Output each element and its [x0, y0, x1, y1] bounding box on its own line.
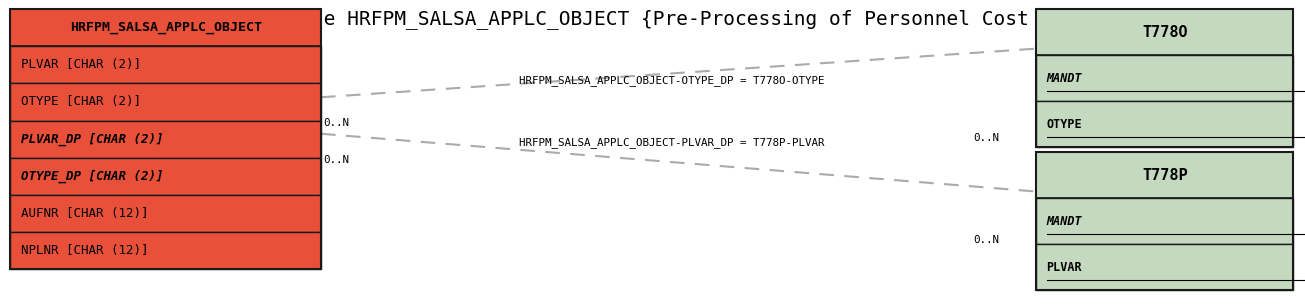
- Bar: [10, 9, 321, 269]
- Bar: [10, 83, 321, 120]
- Text: AUFNR [CHAR (12)]: AUFNR [CHAR (12)]: [21, 207, 149, 220]
- Bar: [1036, 9, 1293, 147]
- Text: OTYPE_DP [CHAR (2)]: OTYPE_DP [CHAR (2)]: [21, 170, 163, 183]
- Text: T778O: T778O: [1142, 25, 1188, 40]
- Text: HRFPM_SALSA_APPLC_OBJECT: HRFPM_SALSA_APPLC_OBJECT: [69, 21, 262, 34]
- Bar: [1036, 55, 1293, 101]
- Bar: [10, 232, 321, 269]
- Bar: [10, 195, 321, 232]
- Bar: [1036, 152, 1293, 290]
- Text: 0..N: 0..N: [324, 155, 350, 164]
- Bar: [1036, 9, 1293, 55]
- Text: HRFPM_SALSA_APPLC_OBJECT-OTYPE_DP = T778O-OTYPE: HRFPM_SALSA_APPLC_OBJECT-OTYPE_DP = T778…: [519, 75, 825, 86]
- Text: 0..N: 0..N: [324, 118, 350, 128]
- Bar: [1036, 101, 1293, 147]
- Bar: [1036, 198, 1293, 244]
- Text: HRFPM_SALSA_APPLC_OBJECT-PLVAR_DP = T778P-PLVAR: HRFPM_SALSA_APPLC_OBJECT-PLVAR_DP = T778…: [519, 137, 825, 148]
- Bar: [10, 9, 321, 46]
- Text: SAP ABAP table HRFPM_SALSA_APPLC_OBJECT {Pre-Processing of Personnel Cost Saving: SAP ABAP table HRFPM_SALSA_APPLC_OBJECT …: [171, 9, 1134, 29]
- Text: 0..N: 0..N: [974, 235, 1000, 245]
- Bar: [1036, 152, 1293, 198]
- Text: 0..N: 0..N: [974, 133, 1000, 143]
- Text: MANDT: MANDT: [1047, 72, 1082, 85]
- Text: PLVAR_DP [CHAR (2)]: PLVAR_DP [CHAR (2)]: [21, 133, 163, 146]
- Text: PLVAR [CHAR (2)]: PLVAR [CHAR (2)]: [21, 58, 141, 71]
- Text: OTYPE [CHAR (2)]: OTYPE [CHAR (2)]: [21, 95, 141, 109]
- Bar: [10, 120, 321, 158]
- Bar: [1036, 244, 1293, 290]
- Text: OTYPE: OTYPE: [1047, 118, 1082, 131]
- Text: T778P: T778P: [1142, 168, 1188, 183]
- Bar: [10, 46, 321, 83]
- Bar: [10, 158, 321, 195]
- Text: MANDT: MANDT: [1047, 215, 1082, 228]
- Text: PLVAR: PLVAR: [1047, 261, 1082, 274]
- Text: NPLNR [CHAR (12)]: NPLNR [CHAR (12)]: [21, 244, 149, 257]
